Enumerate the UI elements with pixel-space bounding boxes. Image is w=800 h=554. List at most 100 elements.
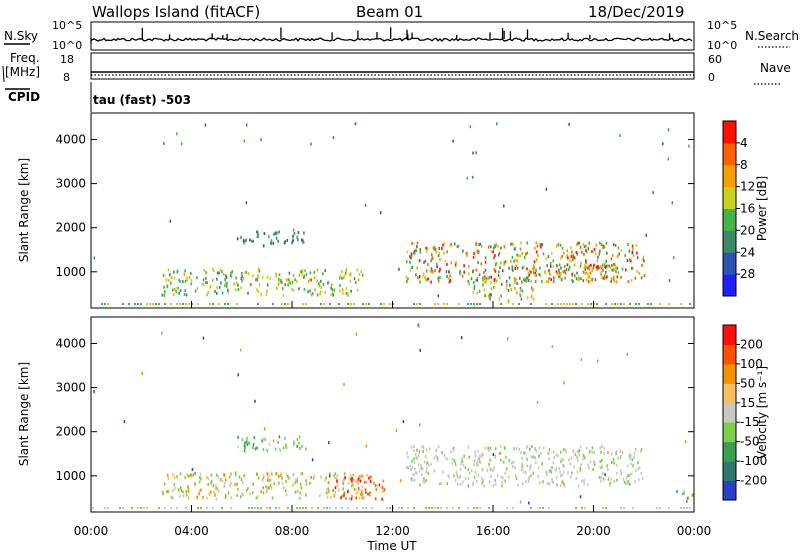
echo-cell (370, 475, 372, 479)
echo-cell (579, 245, 582, 249)
echo-cell (170, 303, 172, 305)
echo-cell (456, 473, 458, 477)
echo-cell (631, 244, 634, 248)
echo-cell (558, 268, 560, 272)
echo-cell (560, 256, 562, 260)
echo-cell (499, 276, 501, 280)
echo-cell (274, 447, 277, 451)
colorbar-tick-label: 12 (740, 180, 755, 194)
echo-cell (213, 269, 215, 273)
echo-cell (235, 483, 237, 487)
echo-cell (209, 303, 211, 305)
echo-cell (416, 303, 418, 305)
echo-cell (262, 244, 265, 248)
echo-cell (604, 473, 606, 477)
echo-cell (523, 265, 525, 269)
echo-cell (425, 278, 427, 281)
echo-cell (515, 447, 518, 451)
echo-cell (331, 291, 334, 294)
echo-cell (613, 479, 615, 483)
echo-cell (226, 281, 228, 285)
echo-cell (585, 259, 587, 263)
echo-cell (366, 473, 368, 477)
echo-cell (528, 269, 531, 273)
echo-cell (571, 272, 574, 276)
echo-cell (547, 255, 550, 259)
echo-cell (637, 478, 640, 482)
echo-cell (220, 281, 222, 285)
echo-cell (176, 286, 178, 290)
echo-cell (525, 279, 528, 283)
echo-cell (164, 303, 166, 305)
echo-cell (441, 247, 443, 250)
echo-cell (556, 244, 558, 248)
colorbar-tick-label: 16 (740, 202, 755, 216)
echo-cell (357, 487, 360, 490)
echo-cell (499, 451, 501, 455)
echo-cell (659, 507, 661, 509)
echo-cell (530, 270, 532, 274)
echo-cell (345, 271, 347, 275)
echo-cell (398, 507, 400, 509)
echo-cell (500, 246, 502, 250)
freq-bracket-left (2, 65, 5, 83)
echo-cell (546, 264, 548, 268)
echo-cell (506, 283, 508, 287)
echo-cell (355, 332, 358, 336)
echo-cell (540, 243, 542, 247)
echo-cell (354, 122, 357, 126)
echo-cell (268, 235, 270, 239)
echo-cell (551, 477, 553, 481)
echo-cell (449, 279, 452, 283)
echo-cell (241, 279, 243, 283)
echo-cell (331, 287, 333, 291)
echo-cell (277, 441, 279, 444)
echo-cell (584, 268, 586, 271)
echo-cell (293, 232, 296, 235)
echo-cell (169, 219, 172, 223)
echo-cell (324, 269, 326, 272)
echo-cell (548, 470, 550, 473)
echo-cell (305, 493, 307, 497)
echo-cell (473, 303, 475, 305)
echo-cell (638, 303, 640, 305)
echo-cell (426, 246, 429, 250)
echo-cell (202, 495, 204, 499)
echo-cell (578, 241, 580, 245)
echo-cell (343, 472, 346, 476)
echo-cell (345, 287, 348, 291)
nsky-tick-top: 10^5 (52, 19, 82, 32)
echo-cell (326, 491, 328, 495)
echo-cell (506, 286, 508, 290)
echo-cell (166, 490, 168, 493)
echo-cell (246, 436, 248, 440)
echo-cell (526, 296, 529, 300)
echo-cell (318, 282, 320, 285)
echo-cell (341, 288, 344, 292)
echo-cell (278, 435, 281, 439)
echo-cell (454, 461, 456, 465)
echo-cell (615, 452, 617, 456)
echo-cell (172, 288, 174, 292)
echo-cell (548, 451, 550, 455)
echo-cell (353, 488, 356, 491)
echo-cell (172, 473, 174, 477)
echo-cell (470, 277, 473, 281)
echo-cell (313, 474, 316, 478)
echo-cell (365, 490, 367, 494)
echo-cell (475, 268, 478, 272)
echo-cell (572, 450, 574, 454)
echo-cell (185, 293, 188, 297)
echo-cell (434, 507, 436, 509)
echo-cell (510, 259, 512, 263)
echo-cell (590, 278, 593, 282)
echo-cell (434, 303, 436, 305)
echo-cell (247, 487, 249, 491)
echo-cell (632, 253, 635, 257)
echo-cell (503, 245, 506, 249)
echo-cell (183, 292, 186, 296)
echo-cell (490, 281, 492, 285)
echo-cell (531, 294, 533, 298)
echo-cell (488, 480, 491, 484)
echo-cell (290, 287, 293, 291)
